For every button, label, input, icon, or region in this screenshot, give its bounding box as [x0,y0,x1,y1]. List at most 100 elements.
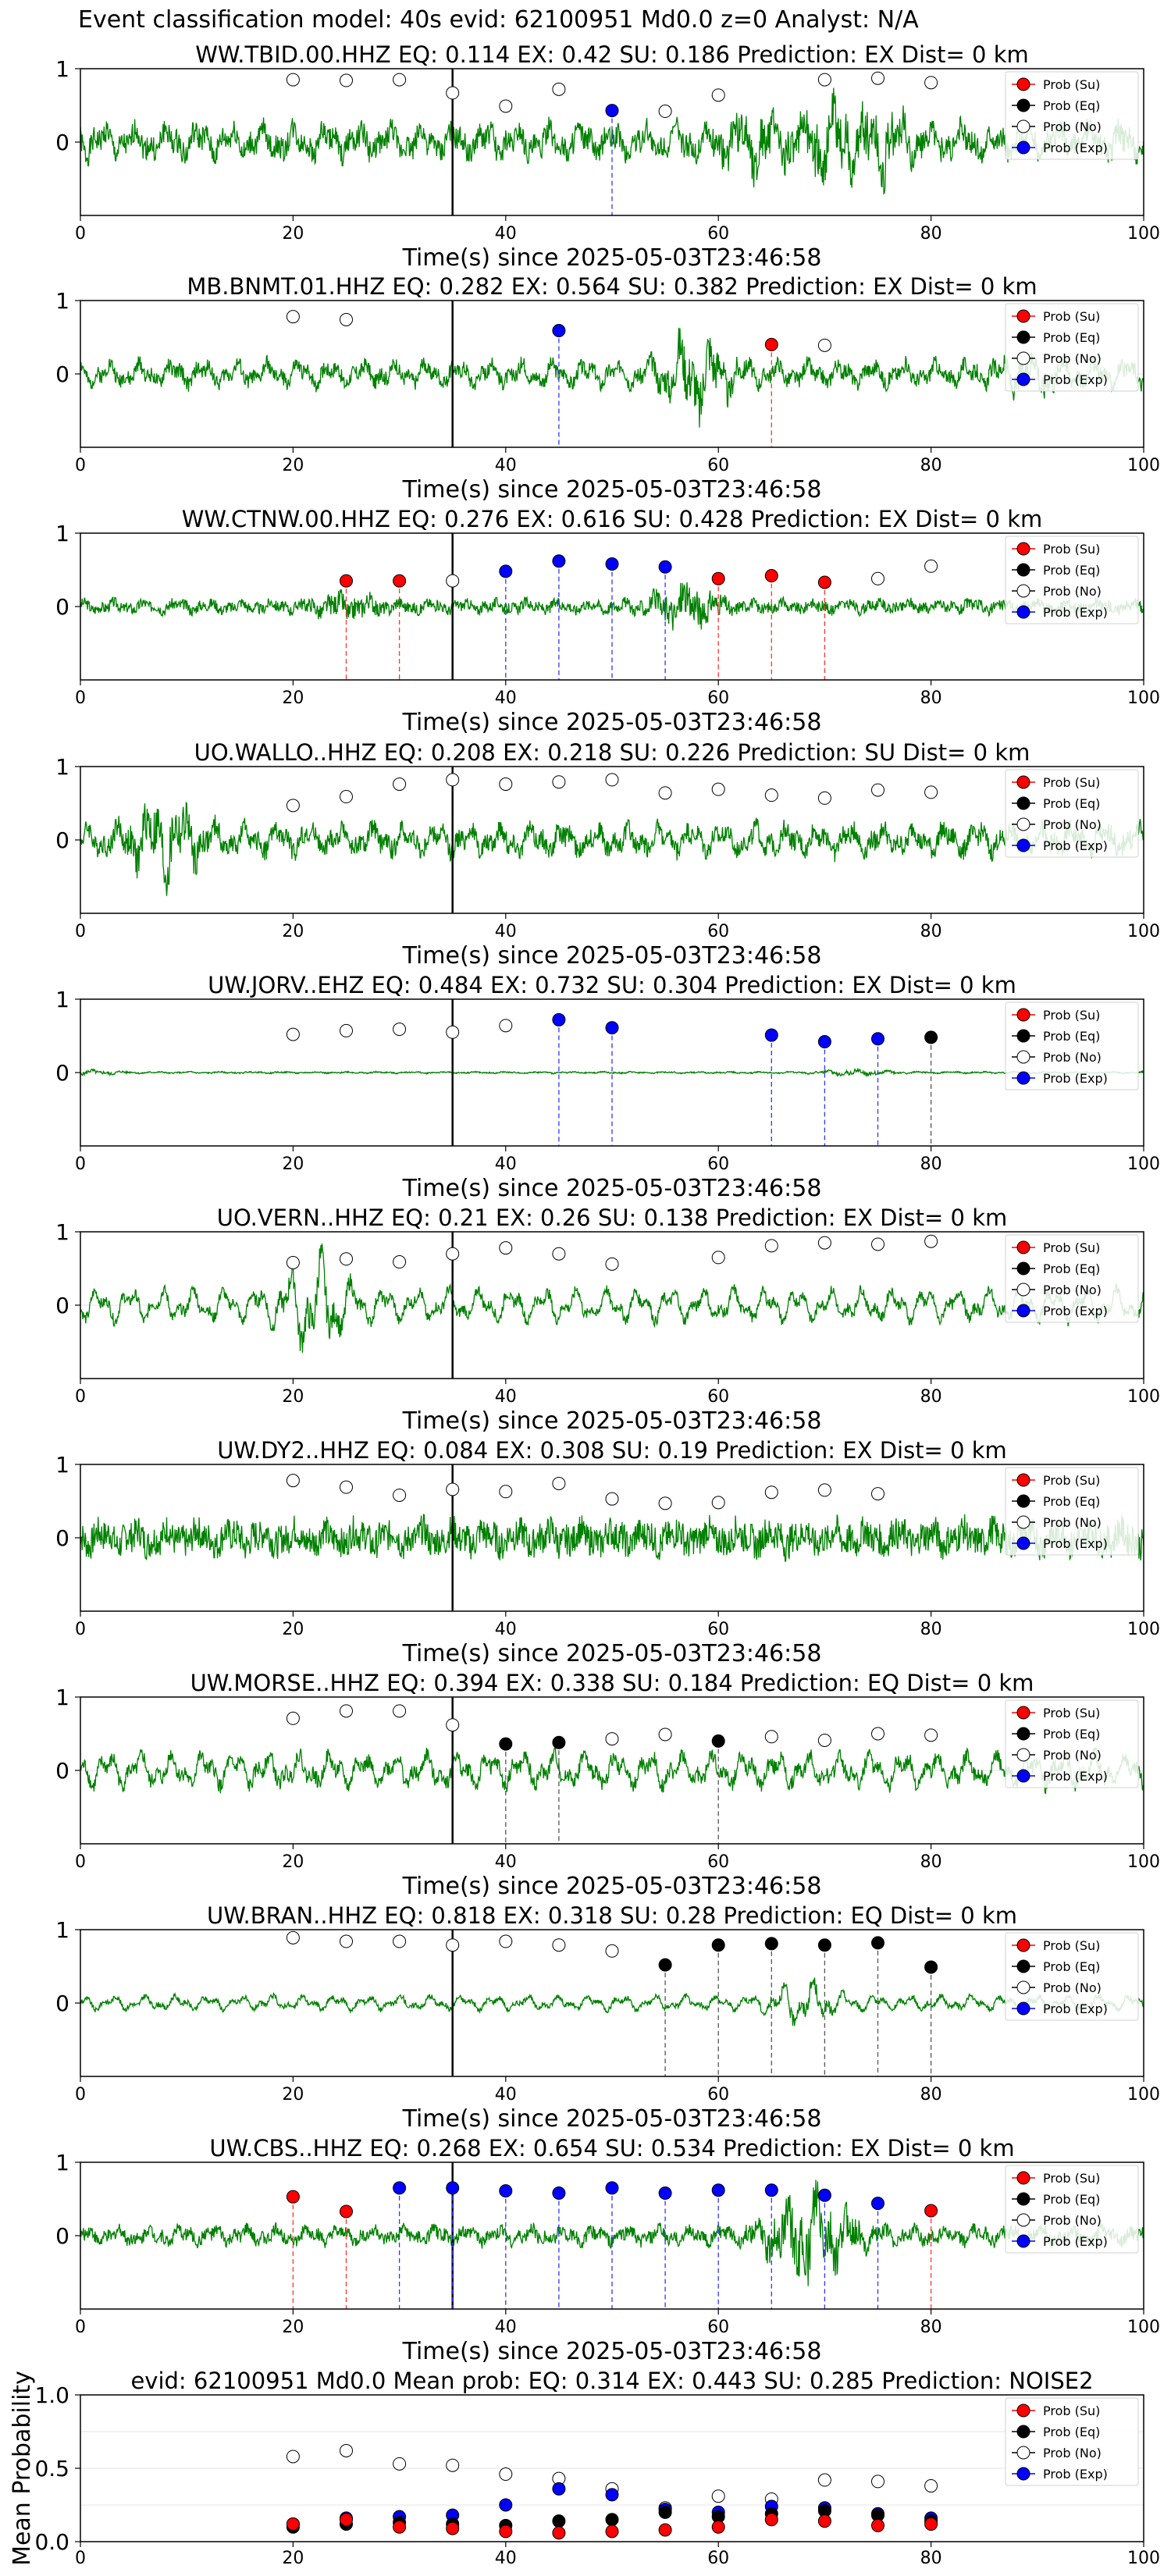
prob-ex-point [499,2184,513,2198]
prob-ex-point [605,104,619,118]
waveform-line [80,1514,1144,1562]
mean-point-su [286,2517,300,2531]
y-tick-label: 1 [55,56,69,82]
legend-label: Prob (Exp) [1043,1769,1108,1784]
legend-label: Prob (Su) [1043,2403,1100,2418]
prob-eq-point [817,1938,831,1952]
prob-no-point [924,1728,938,1742]
prob-no-point [393,1255,407,1269]
legend-marker [1016,1727,1030,1741]
legend-marker [1016,563,1030,577]
legend-marker [1016,1008,1030,1022]
legend-marker [1016,838,1030,852]
legend-label: Prob (Exp) [1043,838,1108,853]
legend-marker [1016,817,1030,831]
x-tick-label: 40 [495,688,517,708]
x-axis-label: Time(s) since 2025-05-03T23:46:58 [402,1175,822,1202]
legend-label: Prob (Su) [1043,2171,1100,2186]
prob-no-point [871,571,884,585]
prob-no-point [605,1257,619,1271]
legend-marker [1016,1304,1030,1318]
y-axis-label: Mean Probability [9,2371,36,2566]
prob-no-point [340,1704,353,1718]
legend-label: Prob (Exp) [1043,2234,1108,2249]
legend-label: Prob (No) [1043,2213,1102,2228]
x-tick-label: 20 [282,1155,304,1174]
y-tick-label: 0 [55,130,69,155]
legend-box [1005,1932,1139,2021]
prob-no-point [499,1019,513,1033]
panel-title: UO.WALLO..HHZ EQ: 0.208 EX: 0.218 SU: 0.… [194,739,1030,766]
x-tick-label: 100 [1127,224,1160,244]
mean-point-no [393,2457,407,2471]
prob-no-point [764,788,778,802]
legend-marker [1016,1748,1030,1762]
legend-marker [1016,1050,1030,1064]
legend-label: Prob (Exp) [1043,2467,1108,2482]
mean-point-su [605,2524,619,2539]
legend-marker [1016,372,1030,386]
prob-no-point [711,1251,725,1265]
prob-su-point [764,569,778,583]
mean-point-su [446,2521,460,2535]
prob-su-point [817,575,831,589]
x-tick-label: 20 [282,1852,304,1872]
prob-no-point [446,1025,460,1039]
legend-label: Prob (No) [1043,1748,1102,1763]
prob-no-point [871,783,884,797]
x-tick-label: 20 [282,1387,304,1407]
mean-point-no [817,2473,831,2487]
panel-title: UW.JORV..EHZ EQ: 0.484 EX: 0.732 SU: 0.3… [208,972,1016,998]
mean-point-eq [552,2514,566,2528]
legend-label: Prob (Exp) [1043,372,1108,387]
legend-label: Prob (Eq) [1043,2192,1100,2207]
mean-point-eq [658,2505,672,2519]
x-tick-label: 20 [282,2549,304,2568]
legend-marker [1016,119,1030,133]
legend-label: Prob (No) [1043,2446,1102,2460]
prob-no-point [658,1496,672,1510]
prob-ex-point [658,560,672,574]
prob-no-point [340,1023,353,1037]
prob-eq-point [924,1030,938,1044]
x-tick-label: 100 [1127,688,1160,708]
x-axis-label: Time(s) since 2025-05-03T23:46:58 [402,1640,822,1667]
mean-point-no [340,2443,353,2457]
x-axis-label: Time(s) since 2025-05-03T23:46:58 [402,709,822,736]
mean-point-ex [499,2498,513,2512]
prob-no-point [764,1485,778,1500]
legend-label: Prob (Eq) [1043,1494,1100,1509]
x-tick-label: 40 [495,2085,517,2105]
legend-marker [1016,98,1030,112]
legend-label: Prob (Eq) [1043,1959,1100,1974]
prob-no-point [286,1711,300,1725]
x-tick-label: 20 [282,2085,304,2105]
legend-label: Prob (No) [1043,1050,1102,1065]
legend-label: Prob (Su) [1043,1938,1100,1953]
legend-label: Prob (Exp) [1043,605,1108,620]
legend-box [1005,769,1139,858]
y-tick-label: 1 [55,754,69,780]
panel-title: MB.BNMT.01.HHZ EQ: 0.282 EX: 0.564 SU: 0… [187,273,1037,300]
prob-no-point [340,312,353,326]
x-tick-label: 80 [920,224,942,244]
x-tick-label: 0 [75,922,86,941]
legend-marker [1016,309,1030,323]
prob-ex-point [552,554,566,568]
mean-point-no [924,2479,938,2493]
x-tick-label: 40 [495,456,517,475]
legend-marker [1016,2171,1030,2185]
prob-no-point [446,1482,460,1496]
prob-eq-point [764,1937,778,1951]
x-axis-label: Time(s) since 2025-05-03T23:46:58 [402,244,822,272]
legend-marker [1016,1980,1030,1994]
legend-label: Prob (No) [1043,351,1102,366]
legend-marker [1016,1769,1030,1783]
panel-title: UW.MORSE..HHZ EQ: 0.394 EX: 0.338 SU: 0.… [190,1670,1034,1696]
prob-no-point [658,786,672,800]
